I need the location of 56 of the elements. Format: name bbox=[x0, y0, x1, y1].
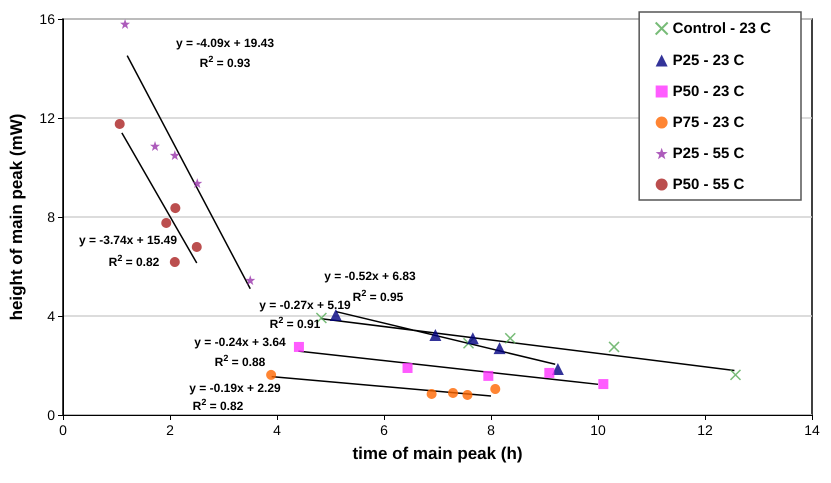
y-tick-label: 0 bbox=[47, 407, 56, 423]
y-axis-title: height of main peak (mW) bbox=[7, 114, 26, 320]
annotation: y = -3.74x + 15.49 bbox=[78, 233, 178, 247]
x-axis-title: time of main peak (h) bbox=[352, 444, 523, 463]
x-tick-label: 10 bbox=[590, 422, 606, 438]
y-tick-label: 4 bbox=[47, 308, 56, 324]
point bbox=[192, 178, 202, 188]
point bbox=[294, 342, 304, 352]
point bbox=[426, 388, 437, 399]
x-tick-label: 0 bbox=[59, 422, 68, 438]
point bbox=[544, 368, 554, 378]
x-tick-label: 12 bbox=[697, 422, 713, 438]
point bbox=[466, 332, 479, 344]
point bbox=[120, 18, 130, 29]
point bbox=[429, 329, 442, 342]
legend-label: P75 - 23 C bbox=[672, 114, 745, 131]
point bbox=[504, 332, 516, 344]
point bbox=[114, 118, 125, 129]
point bbox=[494, 342, 506, 354]
point bbox=[462, 337, 474, 349]
y-tick-label: 12 bbox=[39, 110, 56, 126]
point bbox=[170, 203, 180, 214]
point bbox=[192, 242, 202, 252]
point bbox=[552, 362, 564, 375]
point bbox=[266, 370, 276, 380]
x-tick-label: 8 bbox=[487, 422, 496, 438]
annotation: y = -0.52x + 6.83 bbox=[324, 269, 416, 283]
annotation: y = -0.19x + 2.29 bbox=[189, 381, 282, 395]
point bbox=[730, 369, 742, 381]
point bbox=[598, 379, 608, 390]
x-tick-label: 2 bbox=[166, 422, 174, 438]
point bbox=[170, 257, 180, 268]
legend-label: P50 - 23 C bbox=[672, 83, 745, 100]
annotation: y = -4.09x + 19.43 bbox=[176, 36, 274, 50]
point bbox=[161, 218, 172, 228]
x-tick-label: 6 bbox=[380, 422, 388, 438]
y-tick-label: 8 bbox=[47, 209, 56, 225]
annotation: y = -0.24x + 3.64 bbox=[194, 335, 286, 349]
point bbox=[448, 388, 458, 398]
point bbox=[483, 370, 494, 381]
legend-label: P50 - 55 C bbox=[672, 176, 745, 193]
point bbox=[462, 390, 472, 400]
legend-label: P25 - 55 C bbox=[672, 145, 745, 162]
point bbox=[170, 150, 180, 160]
point bbox=[402, 362, 413, 373]
annotation: y = -0.27x + 5.19 bbox=[259, 298, 352, 312]
point bbox=[150, 140, 160, 151]
point bbox=[608, 341, 620, 353]
x-tick-label: 4 bbox=[273, 422, 282, 438]
point bbox=[490, 384, 500, 394]
x-tick-label: 14 bbox=[804, 422, 820, 438]
point bbox=[245, 275, 256, 286]
legend-label: Control - 23 C bbox=[672, 20, 772, 37]
y-tick-label: 16 bbox=[39, 11, 56, 27]
point bbox=[330, 309, 342, 322]
legend-label: P25 - 23 C bbox=[672, 52, 745, 69]
